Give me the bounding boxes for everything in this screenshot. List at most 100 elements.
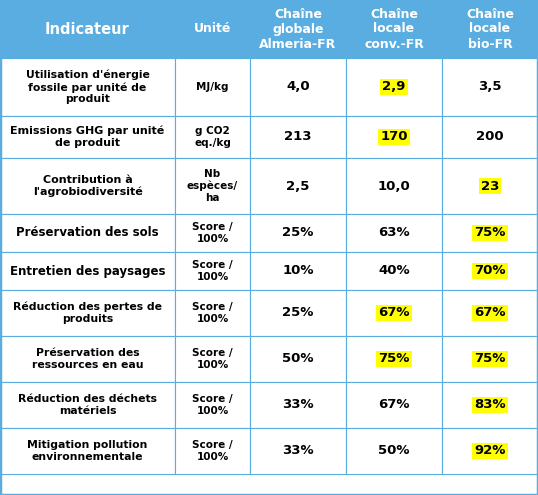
Text: 67%: 67% — [378, 306, 410, 319]
Text: g CO2
eq./kg: g CO2 eq./kg — [194, 126, 231, 148]
Text: 50%: 50% — [378, 445, 410, 457]
Text: Score /
100%: Score / 100% — [192, 440, 233, 462]
Text: 2,9: 2,9 — [383, 81, 406, 94]
Text: Chaîne
locale
bio-FR: Chaîne locale bio-FR — [466, 7, 514, 50]
Bar — [250, 382, 346, 428]
Bar — [442, 214, 538, 252]
Bar — [0, 158, 175, 214]
Bar — [442, 290, 538, 336]
Bar — [250, 290, 346, 336]
Bar — [0, 382, 175, 428]
Text: Score /
100%: Score / 100% — [192, 394, 233, 416]
Text: Nb
espèces/
ha: Nb espèces/ ha — [187, 169, 238, 203]
Text: 25%: 25% — [282, 227, 314, 240]
Bar — [0, 214, 175, 252]
Bar — [0, 336, 175, 382]
Text: 75%: 75% — [475, 227, 506, 240]
Text: Emissions GHG par unité
de produit: Emissions GHG par unité de produit — [10, 126, 165, 148]
Text: Mitigation pollution
environnementale: Mitigation pollution environnementale — [27, 440, 148, 462]
Text: Score /
100%: Score / 100% — [192, 348, 233, 370]
Bar — [0, 290, 175, 336]
Text: Réduction des déchets
matériels: Réduction des déchets matériels — [18, 394, 157, 416]
Text: 67%: 67% — [378, 398, 410, 411]
Bar — [346, 336, 442, 382]
Bar — [175, 290, 250, 336]
Bar — [0, 428, 175, 474]
Bar — [0, 252, 175, 290]
Text: 75%: 75% — [378, 352, 410, 365]
Text: 70%: 70% — [475, 264, 506, 278]
Text: Score /
100%: Score / 100% — [192, 260, 233, 282]
Bar — [0, 116, 175, 158]
Bar — [250, 58, 346, 116]
Text: 92%: 92% — [475, 445, 506, 457]
Text: Contribution à
l'agrobiodiversité: Contribution à l'agrobiodiversité — [33, 175, 143, 197]
Bar — [346, 116, 442, 158]
Text: 23: 23 — [481, 180, 499, 193]
Bar — [346, 290, 442, 336]
Bar — [346, 58, 442, 116]
Text: Indicateur: Indicateur — [45, 21, 130, 37]
Bar — [346, 214, 442, 252]
Text: Préservation des sols: Préservation des sols — [16, 227, 159, 240]
Text: Chaîne
globale
Almeria-FR: Chaîne globale Almeria-FR — [259, 7, 337, 50]
Bar — [175, 158, 250, 214]
Bar — [442, 428, 538, 474]
Bar — [442, 252, 538, 290]
Text: Réduction des pertes de
produits: Réduction des pertes de produits — [13, 302, 162, 324]
Bar — [346, 428, 442, 474]
Bar — [175, 58, 250, 116]
Bar — [175, 336, 250, 382]
Bar — [346, 0, 442, 58]
Text: Utilisation d'énergie
fossile par unité de
produit: Utilisation d'énergie fossile par unité … — [26, 70, 150, 104]
Bar — [346, 252, 442, 290]
Text: Unité: Unité — [194, 22, 231, 36]
Bar — [175, 428, 250, 474]
Text: Chaîne
locale
conv.-FR: Chaîne locale conv.-FR — [364, 7, 424, 50]
Bar — [250, 428, 346, 474]
Text: 200: 200 — [476, 131, 504, 144]
Text: Entretien des paysages: Entretien des paysages — [10, 264, 165, 278]
Text: 83%: 83% — [474, 398, 506, 411]
Text: 50%: 50% — [282, 352, 314, 365]
Text: Score /
100%: Score / 100% — [192, 302, 233, 324]
Bar — [175, 214, 250, 252]
Bar — [442, 336, 538, 382]
Bar — [250, 336, 346, 382]
Text: 63%: 63% — [378, 227, 410, 240]
Text: 40%: 40% — [378, 264, 410, 278]
Bar — [175, 382, 250, 428]
Text: Préservation des
ressources en eau: Préservation des ressources en eau — [32, 348, 143, 370]
Text: 170: 170 — [380, 131, 408, 144]
Bar — [250, 214, 346, 252]
Bar — [442, 58, 538, 116]
Text: 10,0: 10,0 — [378, 180, 410, 193]
Text: 2,5: 2,5 — [286, 180, 310, 193]
Text: 67%: 67% — [475, 306, 506, 319]
Text: 33%: 33% — [282, 398, 314, 411]
Bar — [175, 252, 250, 290]
Text: Score /
100%: Score / 100% — [192, 222, 233, 244]
Text: 33%: 33% — [282, 445, 314, 457]
Text: 4,0: 4,0 — [286, 81, 310, 94]
Text: 213: 213 — [284, 131, 312, 144]
Bar — [250, 0, 346, 58]
Bar — [442, 0, 538, 58]
Bar — [442, 116, 538, 158]
Text: 25%: 25% — [282, 306, 314, 319]
Bar — [442, 382, 538, 428]
Bar — [175, 0, 250, 58]
Bar — [346, 158, 442, 214]
Text: 10%: 10% — [282, 264, 314, 278]
Bar — [0, 0, 175, 58]
Bar — [175, 116, 250, 158]
Bar — [250, 252, 346, 290]
Bar — [0, 58, 175, 116]
Bar — [346, 382, 442, 428]
Text: 75%: 75% — [475, 352, 506, 365]
Text: MJ/kg: MJ/kg — [196, 82, 229, 92]
Bar — [442, 158, 538, 214]
Bar — [250, 116, 346, 158]
Text: 3,5: 3,5 — [478, 81, 502, 94]
Bar — [250, 158, 346, 214]
